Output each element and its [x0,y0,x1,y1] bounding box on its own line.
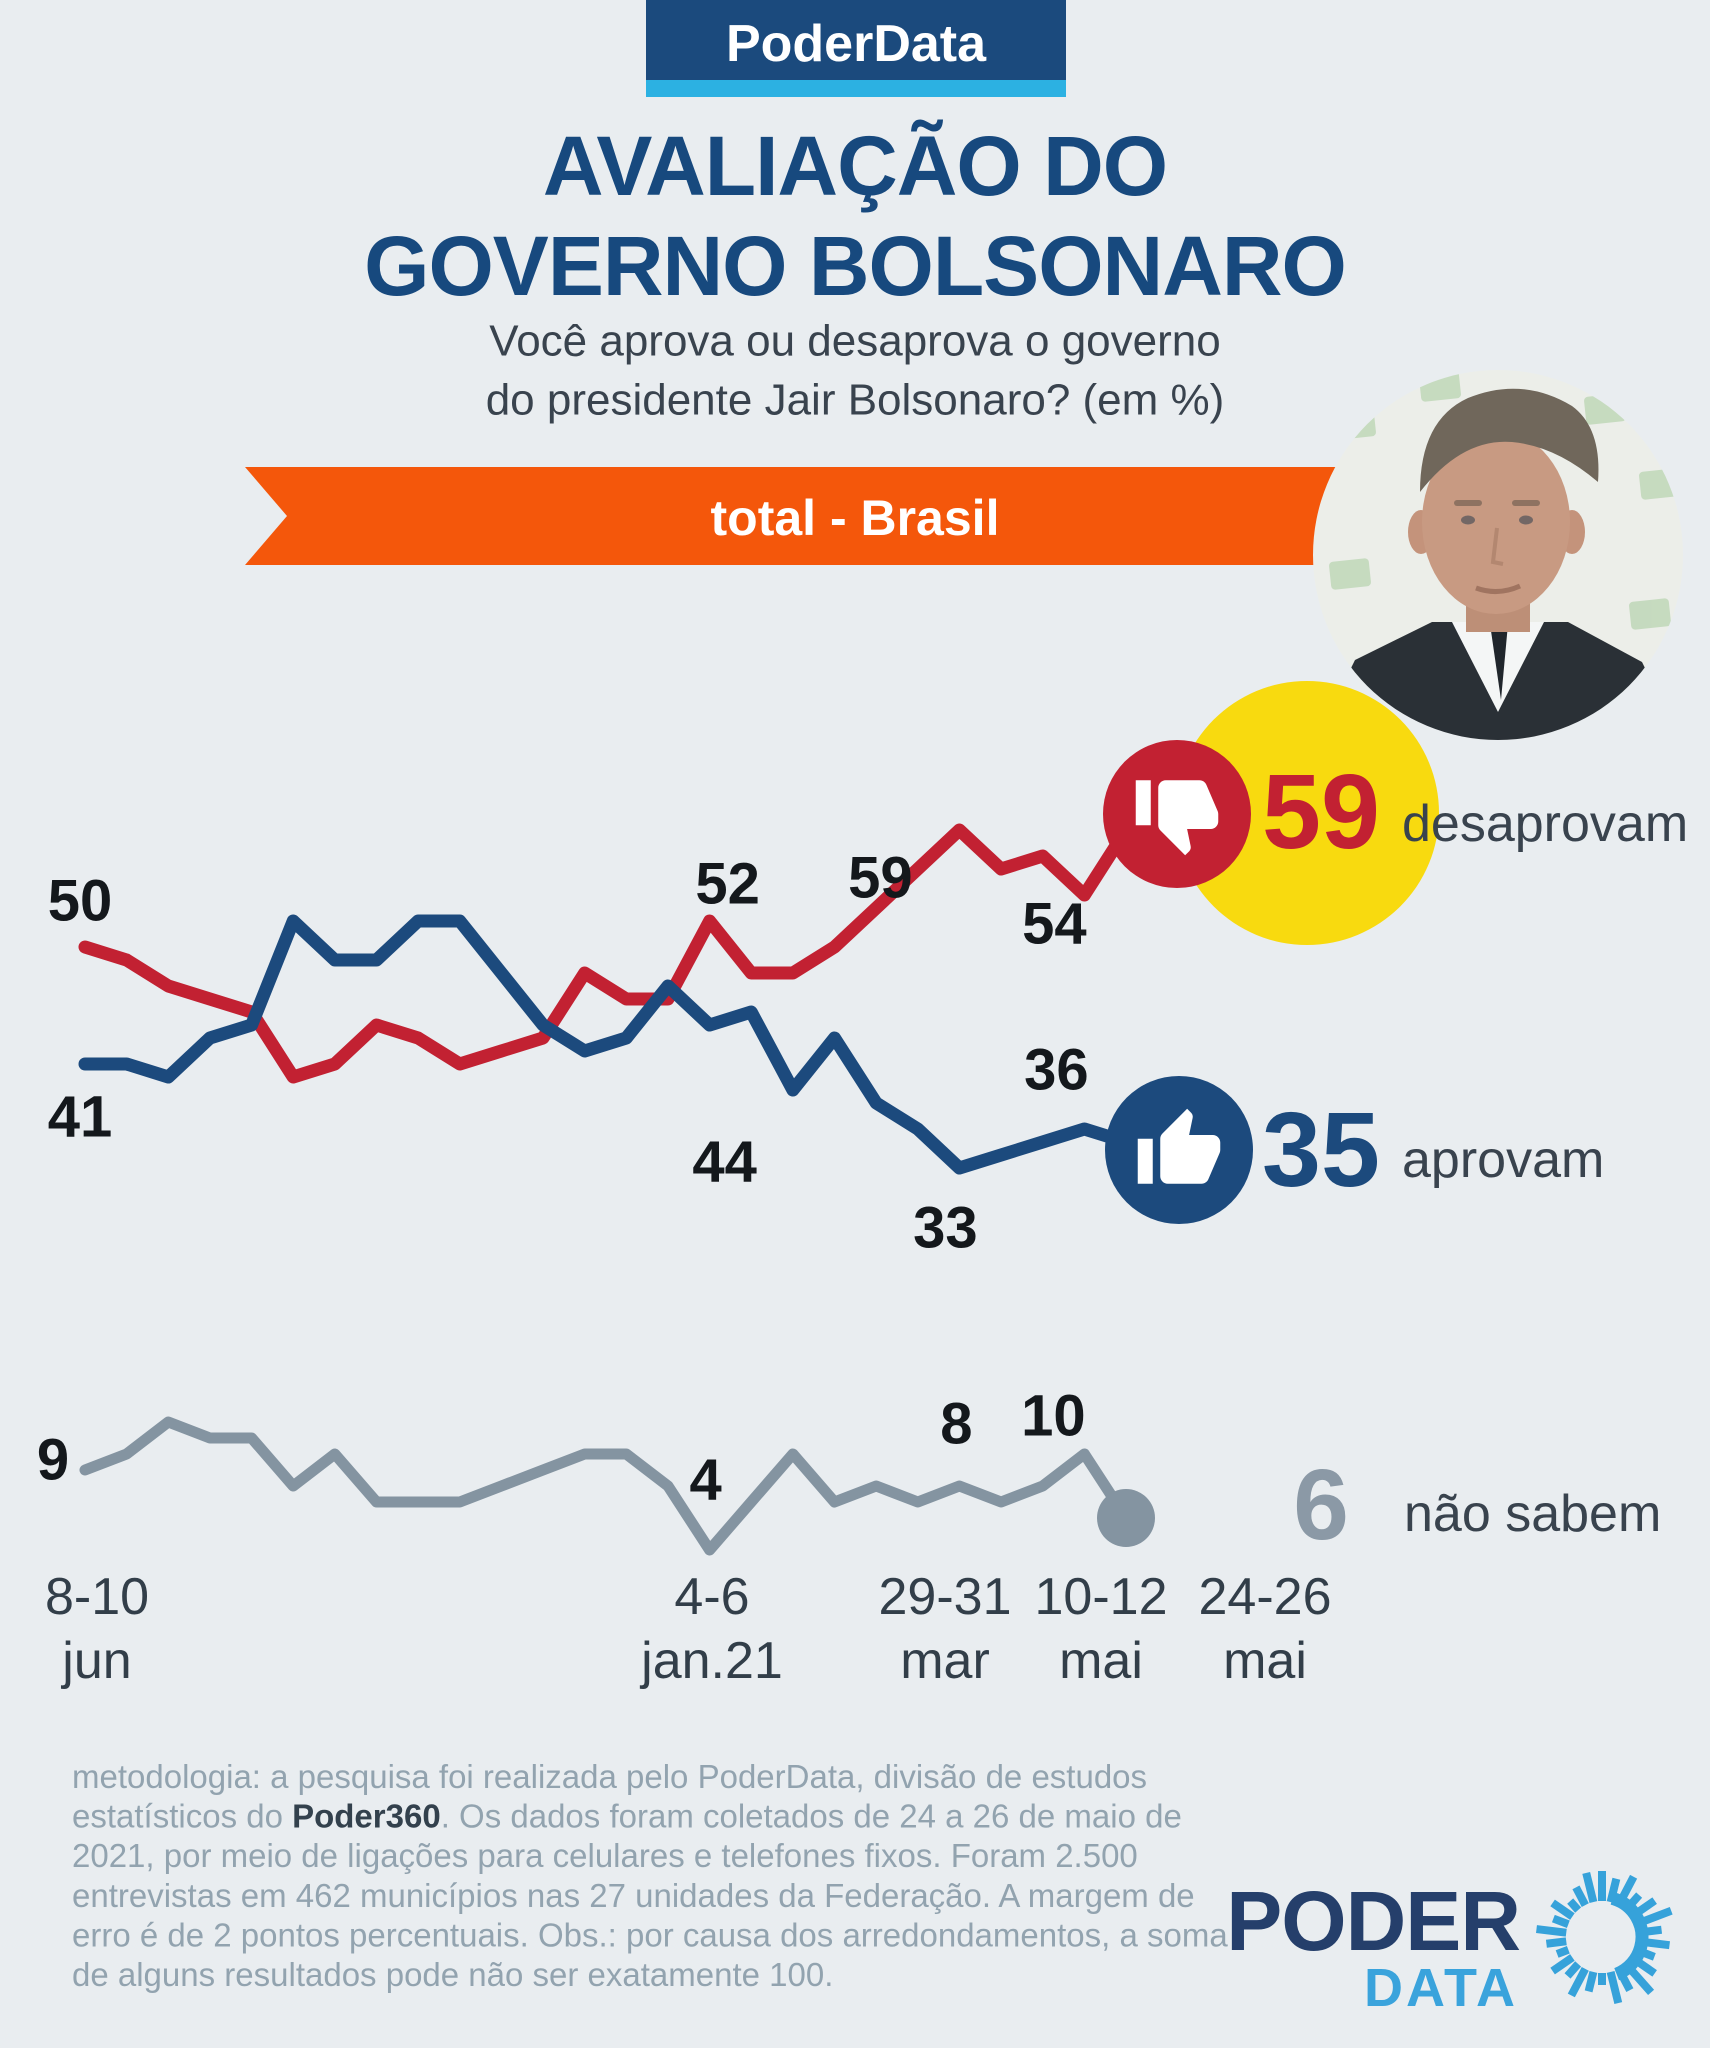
callout-aprovam: 35 aprovam [1105,1076,1604,1224]
scope-ribbon-shape [245,467,1560,565]
logo-word-data: DATA [1364,1958,1518,2018]
page-title-line2: GOVERNO BOLSONARO [364,219,1346,313]
point-label-aprovam-41: 41 [48,1085,113,1150]
line-nao-sabem [79,1416,1132,1556]
aprovam-value: 35 [1262,1091,1380,1209]
x-tick-label: jan.21 [639,1632,783,1690]
desaprovam-label: desaprovam [1402,795,1688,853]
methodology-line-5: erro é de 2 pontos percentuais. Obs.: po… [72,1916,1228,1953]
aprovam-label: aprovam [1402,1131,1604,1189]
point-label-desaprovam-59: 59 [848,846,913,911]
point-label-desaprovam-54: 54 [1022,892,1087,957]
thumbs-up-icon [1137,1108,1221,1184]
brand-badge-box [646,0,1066,80]
methodology-line-2: estatísticos do Poder360. Os dados foram… [72,1798,1182,1835]
brand-badge-underline [646,80,1066,97]
x-tick-label: mar [900,1632,990,1690]
x-tick-label: jun [60,1632,131,1690]
callout-desaprovam: 59 desaprovam [1103,740,1688,888]
x-tick-label: 4-6 [674,1568,749,1626]
methodology-text: metodologia: a pesquisa foi realizada pe… [72,1758,1228,1993]
callout-nao-sabem: 6 não sabem [1293,1449,1661,1561]
x-tick-label: 8-10 [45,1568,149,1626]
subtitle-line1: Você aprova ou desaprova o governo [489,317,1220,366]
x-tick-label: 24-26 [1199,1568,1332,1626]
methodology-line-4: entrevistas em 462 municípios nas 27 uni… [72,1877,1195,1914]
methodology-line-3: 2021, por meio de ligações para celulare… [72,1837,1138,1874]
face-features [1454,500,1540,594]
portrait-photo [1313,370,1683,740]
point-label-desaprovam-50: 50 [48,869,113,934]
x-tick-mai2: 24-26 mai [1199,1568,1332,1690]
nao-sabem-label: não sabem [1404,1485,1661,1543]
x-tick-label: 29-31 [879,1568,1012,1626]
line-aprovam [78,914,1133,1175]
x-tick-jan21: 4-6 jan.21 [639,1568,783,1690]
point-label-aprovam-36: 36 [1024,1038,1089,1103]
subtitle-line2: do presidente Jair Bolsonaro? (em %) [486,376,1225,425]
desaprovam-value: 59 [1262,753,1380,871]
point-label-nao_sabem-10: 10 [1021,1384,1086,1449]
point-label-nao_sabem-9: 9 [37,1428,69,1493]
hair [1420,388,1599,492]
scope-ribbon: total - Brasil [245,467,1560,565]
brand-badge: PoderData [646,0,1066,97]
face [1422,430,1570,614]
page-title-line1: AVALIAÇÃO DO [543,119,1167,213]
nao-sabem-value: 6 [1293,1449,1349,1561]
logo-word-poder: PODER [1226,1874,1520,1968]
point-label-aprovam-33: 33 [913,1196,978,1261]
methodology-line-6: de alguns resultados pode não ser exatam… [72,1956,833,1993]
highlight-circle [1175,681,1439,945]
point-label-nao_sabem-4: 4 [689,1448,721,1513]
x-tick-label: mai [1223,1632,1307,1690]
methodology-line-1: metodologia: a pesquisa foi realizada pe… [72,1758,1147,1795]
x-tick-label: mai [1059,1632,1143,1690]
starburst-icon [1535,1871,1673,2004]
x-tick-label: 10-12 [1035,1568,1168,1626]
tie [1490,624,1508,700]
brand-badge-label: PoderData [726,15,987,73]
scope-ribbon-label: total - Brasil [711,490,1000,546]
point-label-aprovam-44: 44 [692,1130,757,1195]
x-tick-mai1: 10-12 mai [1035,1568,1168,1690]
nao-sabem-endpoint-dot [1097,1489,1155,1547]
thumbs-down-icon [1135,780,1219,856]
x-tick-mar: 29-31 mar [879,1568,1012,1690]
poderdata-logo: PODER DATA [1226,1871,1673,2018]
x-axis: 8-10 jun 4-6 jan.21 29-31 mar 10-12 mai … [45,1568,1332,1690]
point-label-nao_sabem-8: 8 [940,1392,972,1457]
x-tick-jun: 8-10 jun [45,1568,149,1690]
point-label-desaprovam-52: 52 [695,852,760,917]
